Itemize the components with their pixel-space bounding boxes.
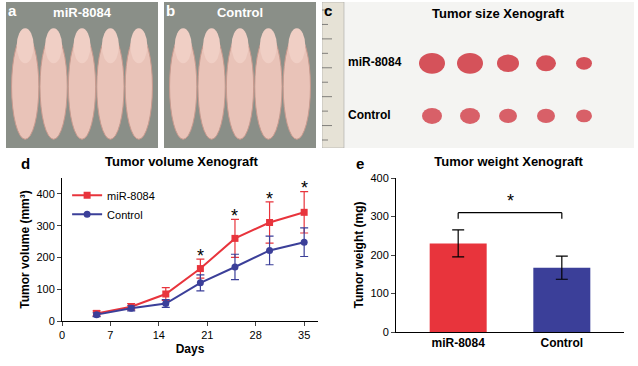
svg-text:Tumor weight (mg): Tumor weight (mg) <box>352 201 366 308</box>
html-text:c: c <box>324 2 333 19</box>
svg-text:100: 100 <box>370 287 388 299</box>
svg-text:14: 14 <box>153 329 165 341</box>
svg-text:e: e <box>356 155 364 172</box>
html-text:b: b <box>166 2 176 19</box>
svg-text:miR-8084: miR-8084 <box>431 336 485 350</box>
svg-text:0: 0 <box>383 326 389 338</box>
svg-text:Control: Control <box>540 336 583 350</box>
svg-text:Tumor weight Xenograft: Tumor weight Xenograft <box>434 154 583 169</box>
html-text:a: a <box>8 2 17 19</box>
html-text:Control: Control <box>216 5 264 20</box>
svg-text:21: 21 <box>201 329 213 341</box>
svg-text:Tumor volume (mm³): Tumor volume (mm³) <box>18 190 32 308</box>
svg-text:400: 400 <box>36 188 54 200</box>
svg-text:Tumor volume Xenograft: Tumor volume Xenograft <box>105 154 259 169</box>
svg-text:*: * <box>231 206 238 226</box>
svg-text:*: * <box>266 189 273 209</box>
svg-text:*: * <box>197 246 204 266</box>
svg-text:300: 300 <box>370 210 388 222</box>
svg-text:35: 35 <box>298 329 310 341</box>
svg-text:*: * <box>507 191 514 211</box>
html-text:Tumor size Xenograft: Tumor size Xenograft <box>432 6 564 21</box>
svg-text:0: 0 <box>59 329 65 341</box>
svg-text:100: 100 <box>36 283 54 295</box>
svg-text:Control: Control <box>107 209 142 221</box>
svg-text:d: d <box>21 155 30 172</box>
svg-text:Days: Days <box>176 342 205 356</box>
svg-text:400: 400 <box>370 172 388 184</box>
svg-text:miR-8084: miR-8084 <box>107 190 155 202</box>
svg-text:0: 0 <box>49 315 55 327</box>
svg-text:28: 28 <box>250 329 262 341</box>
svg-text:200: 200 <box>370 249 388 261</box>
svg-text:7: 7 <box>107 329 113 341</box>
html-text:Control: Control <box>348 107 391 122</box>
svg-text:*: * <box>301 178 308 198</box>
html-text:miR-8084: miR-8084 <box>53 5 111 20</box>
html-text:miR-8084: miR-8084 <box>348 55 402 70</box>
svg-text:200: 200 <box>36 251 54 263</box>
svg-text:300: 300 <box>36 220 54 232</box>
